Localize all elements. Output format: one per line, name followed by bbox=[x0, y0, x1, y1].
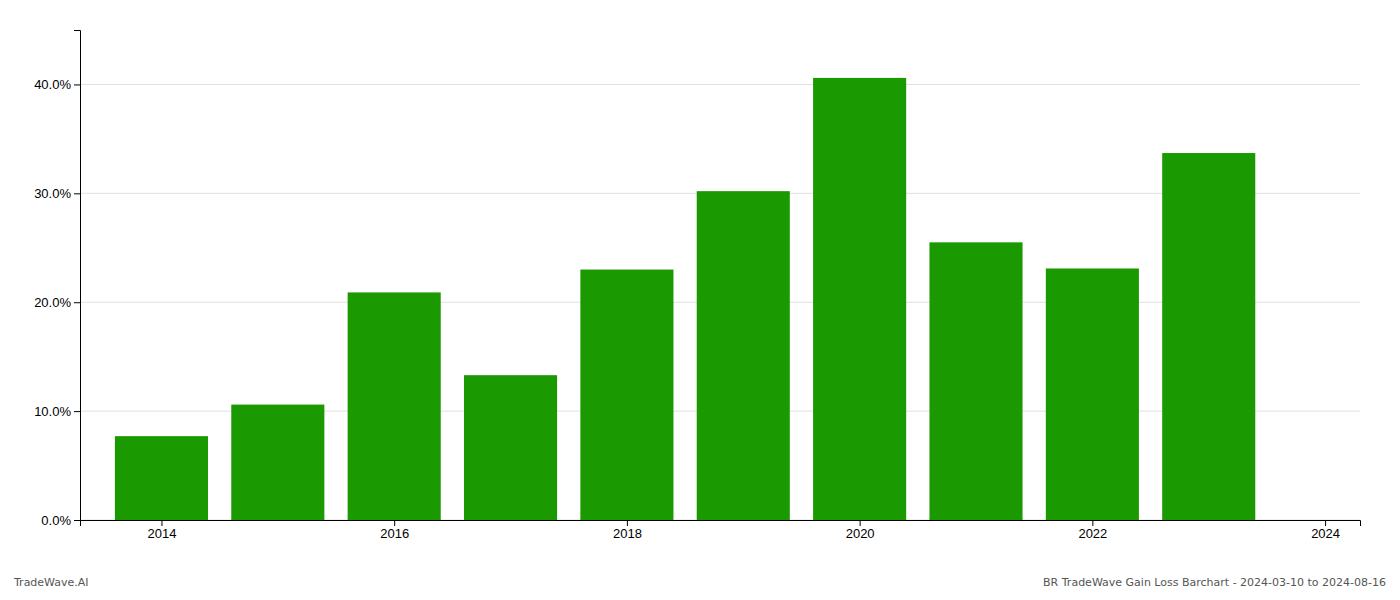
y-tick-label: 10.0% bbox=[34, 404, 71, 419]
y-tick-label: 30.0% bbox=[34, 186, 71, 201]
x-tick-mark bbox=[394, 520, 395, 526]
x-tick-label: 2022 bbox=[1078, 526, 1107, 541]
bar bbox=[580, 270, 673, 520]
x-tick: 2016 bbox=[380, 520, 409, 541]
y-axis: 0.0% 10.0% 20.0% 30.0% 40.0% bbox=[34, 31, 80, 528]
bar bbox=[1046, 268, 1139, 520]
y-tick: 20.0% bbox=[34, 295, 80, 310]
y-tick-mark bbox=[74, 302, 80, 303]
bar bbox=[697, 191, 790, 520]
y-tick-label: 0.0% bbox=[41, 513, 71, 528]
x-tick-mark bbox=[627, 520, 628, 526]
x-tick-label: 2024 bbox=[1311, 526, 1340, 541]
bar bbox=[348, 292, 441, 520]
y-tick: 0.0% bbox=[41, 513, 80, 528]
bar bbox=[1162, 153, 1255, 520]
y-tick-mark bbox=[74, 520, 80, 521]
bar bbox=[813, 78, 906, 520]
y-tick: 30.0% bbox=[34, 186, 80, 201]
x-tick-label: 2018 bbox=[613, 526, 642, 541]
y-tick-mark bbox=[74, 411, 80, 412]
plot-area bbox=[115, 78, 1255, 520]
y-tick: 10.0% bbox=[34, 404, 80, 419]
x-tick: 2024 bbox=[1311, 520, 1340, 541]
footer-text: TradeWave.AI bbox=[13, 576, 89, 589]
x-axis: 2014 2016 2018 2020 2022 2024 bbox=[81, 520, 1361, 541]
y-tick-label: 40.0% bbox=[34, 77, 71, 92]
x-tick-mark bbox=[860, 520, 861, 526]
grid-line bbox=[80, 84, 1360, 85]
y-tick-mark bbox=[74, 193, 80, 194]
bar bbox=[231, 405, 324, 520]
x-tick: 2018 bbox=[613, 520, 642, 541]
y-tick: 40.0% bbox=[34, 77, 80, 92]
x-tick-mark bbox=[161, 520, 162, 526]
bar bbox=[929, 242, 1022, 520]
x-tick-mark bbox=[1325, 520, 1326, 526]
x-tick-label: 2014 bbox=[147, 526, 176, 541]
bar bbox=[115, 436, 208, 520]
x-tick-label: 2016 bbox=[380, 526, 409, 541]
y-tick-label: 20.0% bbox=[34, 295, 71, 310]
x-tick-label: 2020 bbox=[846, 526, 875, 541]
chart: 2014 2016 2018 2020 2022 2024 0.0% 10.0% 20.0% 30… bbox=[0, 0, 1400, 600]
x-tick-mark bbox=[1092, 520, 1093, 526]
y-tick-mark bbox=[74, 84, 80, 85]
x-tick: 2020 bbox=[846, 520, 875, 541]
x-tick: 2014 bbox=[147, 520, 176, 541]
bar bbox=[464, 375, 557, 520]
y-axis-line bbox=[74, 31, 81, 521]
footer-text: BR TradeWave Gain Loss Barchart - 2024-0… bbox=[1043, 576, 1386, 589]
x-tick: 2022 bbox=[1078, 520, 1107, 541]
x-axis-line bbox=[81, 521, 1361, 527]
grid bbox=[80, 84, 1360, 520]
